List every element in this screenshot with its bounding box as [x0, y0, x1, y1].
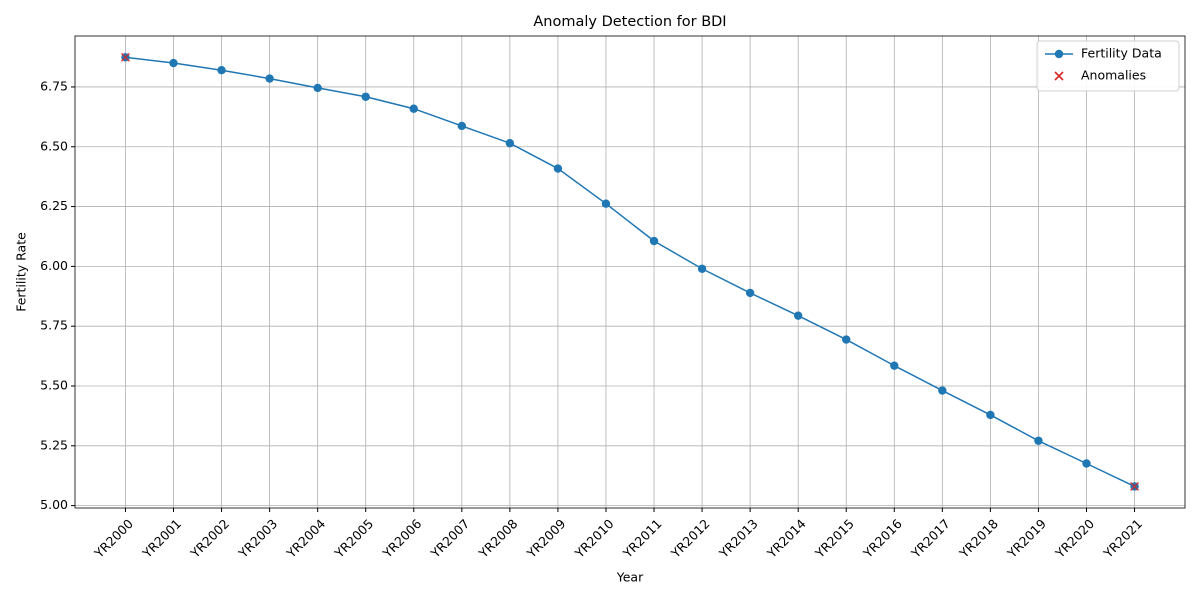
y-tick-label: 6.50	[40, 138, 68, 153]
point	[169, 58, 178, 68]
y-tick-label: 5.75	[40, 318, 68, 333]
marker-x	[1129, 481, 1140, 492]
point	[1034, 436, 1043, 445]
point	[842, 335, 851, 344]
legend-label: Anomalies	[1081, 68, 1146, 83]
y-tick-label: 6.00	[40, 258, 68, 273]
point	[649, 236, 659, 246]
point	[217, 66, 226, 75]
marker-x	[120, 52, 131, 62]
y-tick-label: 6.25	[40, 198, 68, 213]
point	[553, 164, 563, 173]
y-tick-label: 5.00	[40, 497, 68, 512]
y-tick-label: 6.75	[40, 78, 68, 93]
point	[793, 311, 803, 320]
y-tick-label: 5.50	[40, 377, 68, 392]
point	[745, 288, 755, 298]
point	[601, 199, 611, 208]
y-tick-label: 5.25	[40, 437, 68, 452]
point	[265, 74, 274, 83]
legend-marker	[1054, 71, 1064, 81]
point	[505, 138, 515, 148]
anomaly-marker	[1129, 481, 1140, 492]
y-axis-label: Fertility Rate	[14, 232, 29, 312]
point	[697, 264, 707, 273]
point	[986, 410, 995, 420]
legend-label: Fertility Data	[1081, 46, 1162, 61]
chart-title: Anomaly Detection for BDI	[533, 14, 726, 30]
point	[1082, 459, 1091, 468]
plot-frame	[74, 35, 1186, 509]
legend-marker	[1054, 49, 1064, 59]
point	[938, 386, 947, 395]
x-axis-label: Year	[616, 570, 644, 585]
point	[409, 104, 418, 113]
line	[125, 56, 1135, 488]
point	[457, 121, 467, 131]
point	[890, 361, 899, 370]
anomaly-marker	[120, 52, 131, 62]
point	[361, 92, 370, 101]
point	[313, 83, 322, 93]
